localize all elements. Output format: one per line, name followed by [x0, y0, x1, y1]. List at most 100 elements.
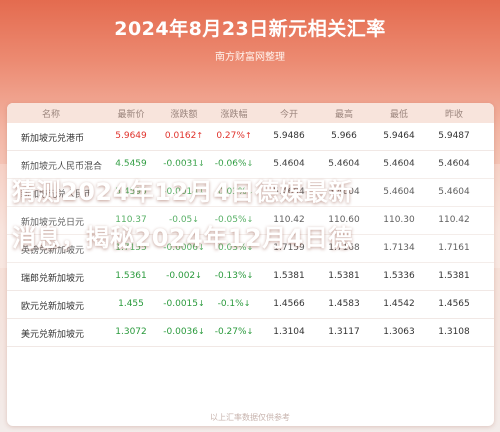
table-header: 名称 最新价 涨跌额 涨跌幅 今开 最高 最低 昨收 — [7, 103, 494, 123]
value-prev: 5.4604 — [438, 187, 470, 197]
column-header-price: 最新价 — [117, 110, 145, 120]
column-header-name: 名称 — [41, 110, 60, 120]
value-change: -0.0036 — [163, 327, 199, 337]
value-price: 5.4590 — [115, 187, 147, 197]
value-high: 5.4604 — [328, 187, 360, 197]
value-prev: 5.9487 — [438, 131, 470, 141]
value-open: 1.3104 — [273, 327, 305, 337]
cell-high: 5.966 — [322, 131, 366, 141]
arrow-down-icon: ↓ — [246, 187, 254, 196]
cell-low: 1.4542 — [377, 299, 421, 309]
column-header-prev: 昨收 — [444, 110, 463, 120]
value-low: 1.7134 — [383, 243, 415, 253]
cell-change: -0.0015↓ — [162, 299, 206, 309]
table-row[interactable]: 欧元兑新加坡元 1.455 -0.0015↓ -0.1%↓ 1.4566 1.4583 1.… — [7, 291, 494, 319]
value-open: 5.4604 — [273, 187, 305, 197]
table-row[interactable]: 新加坡元兑港币 5.9649 0.0162↑ 0.27%↑ 5.9486 5.966 5.9… — [7, 123, 494, 151]
column-header-open: 今开 — [279, 110, 298, 120]
arrow-down-icon: ↓ — [246, 159, 254, 168]
value-high: 1.4583 — [328, 299, 360, 309]
cell-change: -0.002↓ — [162, 271, 206, 281]
cell-open: 1.7159 — [267, 243, 311, 253]
arrow-down-icon: ↓ — [198, 187, 205, 196]
cell-prev: 5.4604 — [432, 159, 476, 169]
cell-prev: 1.5381 — [432, 271, 476, 281]
value-pct: -0.03% — [214, 243, 247, 253]
cell-high: 110.60 — [322, 215, 366, 225]
table-row[interactable]: 英镑兑新加坡元 1.7155 -0.0006↓ -0.03%↓ 1.7159 1.7168… — [7, 235, 494, 263]
cell-pct: -0.03%↓ — [212, 187, 256, 197]
value-prev: 110.42 — [438, 215, 470, 225]
cell-low: 110.30 — [377, 215, 421, 225]
cell-open: 5.9486 — [267, 131, 311, 141]
cell-change: -0.0031↓ — [162, 159, 206, 169]
cell-open: 1.5381 — [267, 271, 311, 281]
value-low: 1.5336 — [383, 271, 415, 281]
arrow-down-icon: ↓ — [198, 243, 205, 252]
value-change: -0.0006 — [163, 243, 199, 253]
value-high: 5.4604 — [328, 159, 360, 169]
arrow-down-icon: ↓ — [246, 327, 254, 336]
table-row[interactable]: 瑞郎兑新加坡元 1.5361 -0.002↓ -0.13%↓ 1.5381 1.5381 1… — [7, 263, 494, 291]
currency-pair-name: 新加坡元人民币混合 — [21, 162, 103, 172]
value-high: 1.7168 — [328, 243, 360, 253]
cell-low: 1.5336 — [377, 271, 421, 281]
value-pct: 0.27% — [216, 131, 245, 141]
table-row[interactable]: 新加坡元兑日元 110.37 -0.05↓ -0.05%↓ 110.42 110.60 11… — [7, 207, 494, 235]
arrow-up-icon: ↑ — [244, 131, 252, 140]
cell-high: 5.4604 — [322, 187, 366, 197]
value-low: 5.9464 — [383, 131, 415, 141]
cell-low: 1.3063 — [377, 327, 421, 337]
cell-price: 1.7155 — [109, 243, 153, 253]
cell-change: -0.0014↓ — [162, 187, 206, 197]
column-header-change: 涨跌额 — [170, 110, 198, 120]
cell-open: 1.4566 — [267, 299, 311, 309]
table-row[interactable]: 新加坡元兑人民币 5.4590 -0.0014↓ -0.03%↓ 5.4604 5.460… — [7, 179, 494, 207]
cell-low: 5.4604 — [377, 159, 421, 169]
cell-prev: 1.3108 — [432, 327, 476, 337]
value-change: -0.002 — [166, 271, 196, 281]
value-price: 5.9649 — [115, 131, 147, 141]
arrow-down-icon: ↓ — [192, 215, 199, 224]
column-header-low: 最低 — [389, 110, 408, 120]
cell-pct: -0.06%↓ — [212, 159, 256, 169]
value-price: 1.5361 — [115, 271, 147, 281]
value-low: 1.4542 — [383, 299, 415, 309]
cell-open: 1.3104 — [267, 327, 311, 337]
value-low: 5.4604 — [383, 187, 415, 197]
value-open: 5.4604 — [273, 159, 305, 169]
value-price: 1.3072 — [115, 327, 147, 337]
value-pct: -0.05% — [214, 215, 247, 225]
cell-change: -0.05↓ — [162, 215, 206, 225]
value-price: 4.5459 — [115, 159, 147, 169]
arrow-up-icon: ↑ — [196, 131, 204, 140]
arrow-down-icon: ↓ — [198, 159, 205, 168]
table-row[interactable]: 美元兑新加坡元 1.3072 -0.0036↓ -0.27%↓ 1.3104 1.3117… — [7, 319, 494, 347]
value-price: 1.7155 — [115, 243, 147, 253]
cell-high: 1.4583 — [322, 299, 366, 309]
value-pct: -0.13% — [214, 271, 247, 281]
column-header-high: 最高 — [334, 110, 353, 120]
cell-price: 1.3072 — [109, 327, 153, 337]
cell-change: 0.0162↑ — [162, 131, 206, 141]
value-high: 1.5381 — [328, 271, 360, 281]
cell-pct: -0.27%↓ — [212, 327, 256, 337]
arrow-down-icon: ↓ — [198, 299, 205, 308]
value-open: 5.9486 — [273, 131, 305, 141]
currency-pair-name: 瑞郎兑新加坡元 — [21, 274, 85, 284]
page-title: 2024年8月23日新元相关汇率 — [114, 18, 386, 40]
cell-open: 5.4604 — [267, 187, 311, 197]
cell-price: 1.455 — [109, 299, 153, 309]
banner-overlay — [0, 164, 500, 268]
cell-pct: -0.1%↓ — [212, 299, 256, 309]
table-row[interactable]: 新加坡元人民币混合 4.5459 -0.0031↓ -0.06%↓ 5.4604 5.46… — [7, 151, 494, 179]
value-prev: 5.4604 — [438, 159, 470, 169]
value-open: 1.7159 — [273, 243, 305, 253]
value-prev: 1.7161 — [438, 243, 470, 253]
value-pct: -0.03% — [214, 187, 247, 197]
cell-change: -0.0006↓ — [162, 243, 206, 253]
arrow-down-icon: ↓ — [246, 271, 254, 280]
value-pct: -0.27% — [214, 327, 247, 337]
value-change: -0.0014 — [163, 187, 199, 197]
value-pct: -0.06% — [214, 159, 247, 169]
